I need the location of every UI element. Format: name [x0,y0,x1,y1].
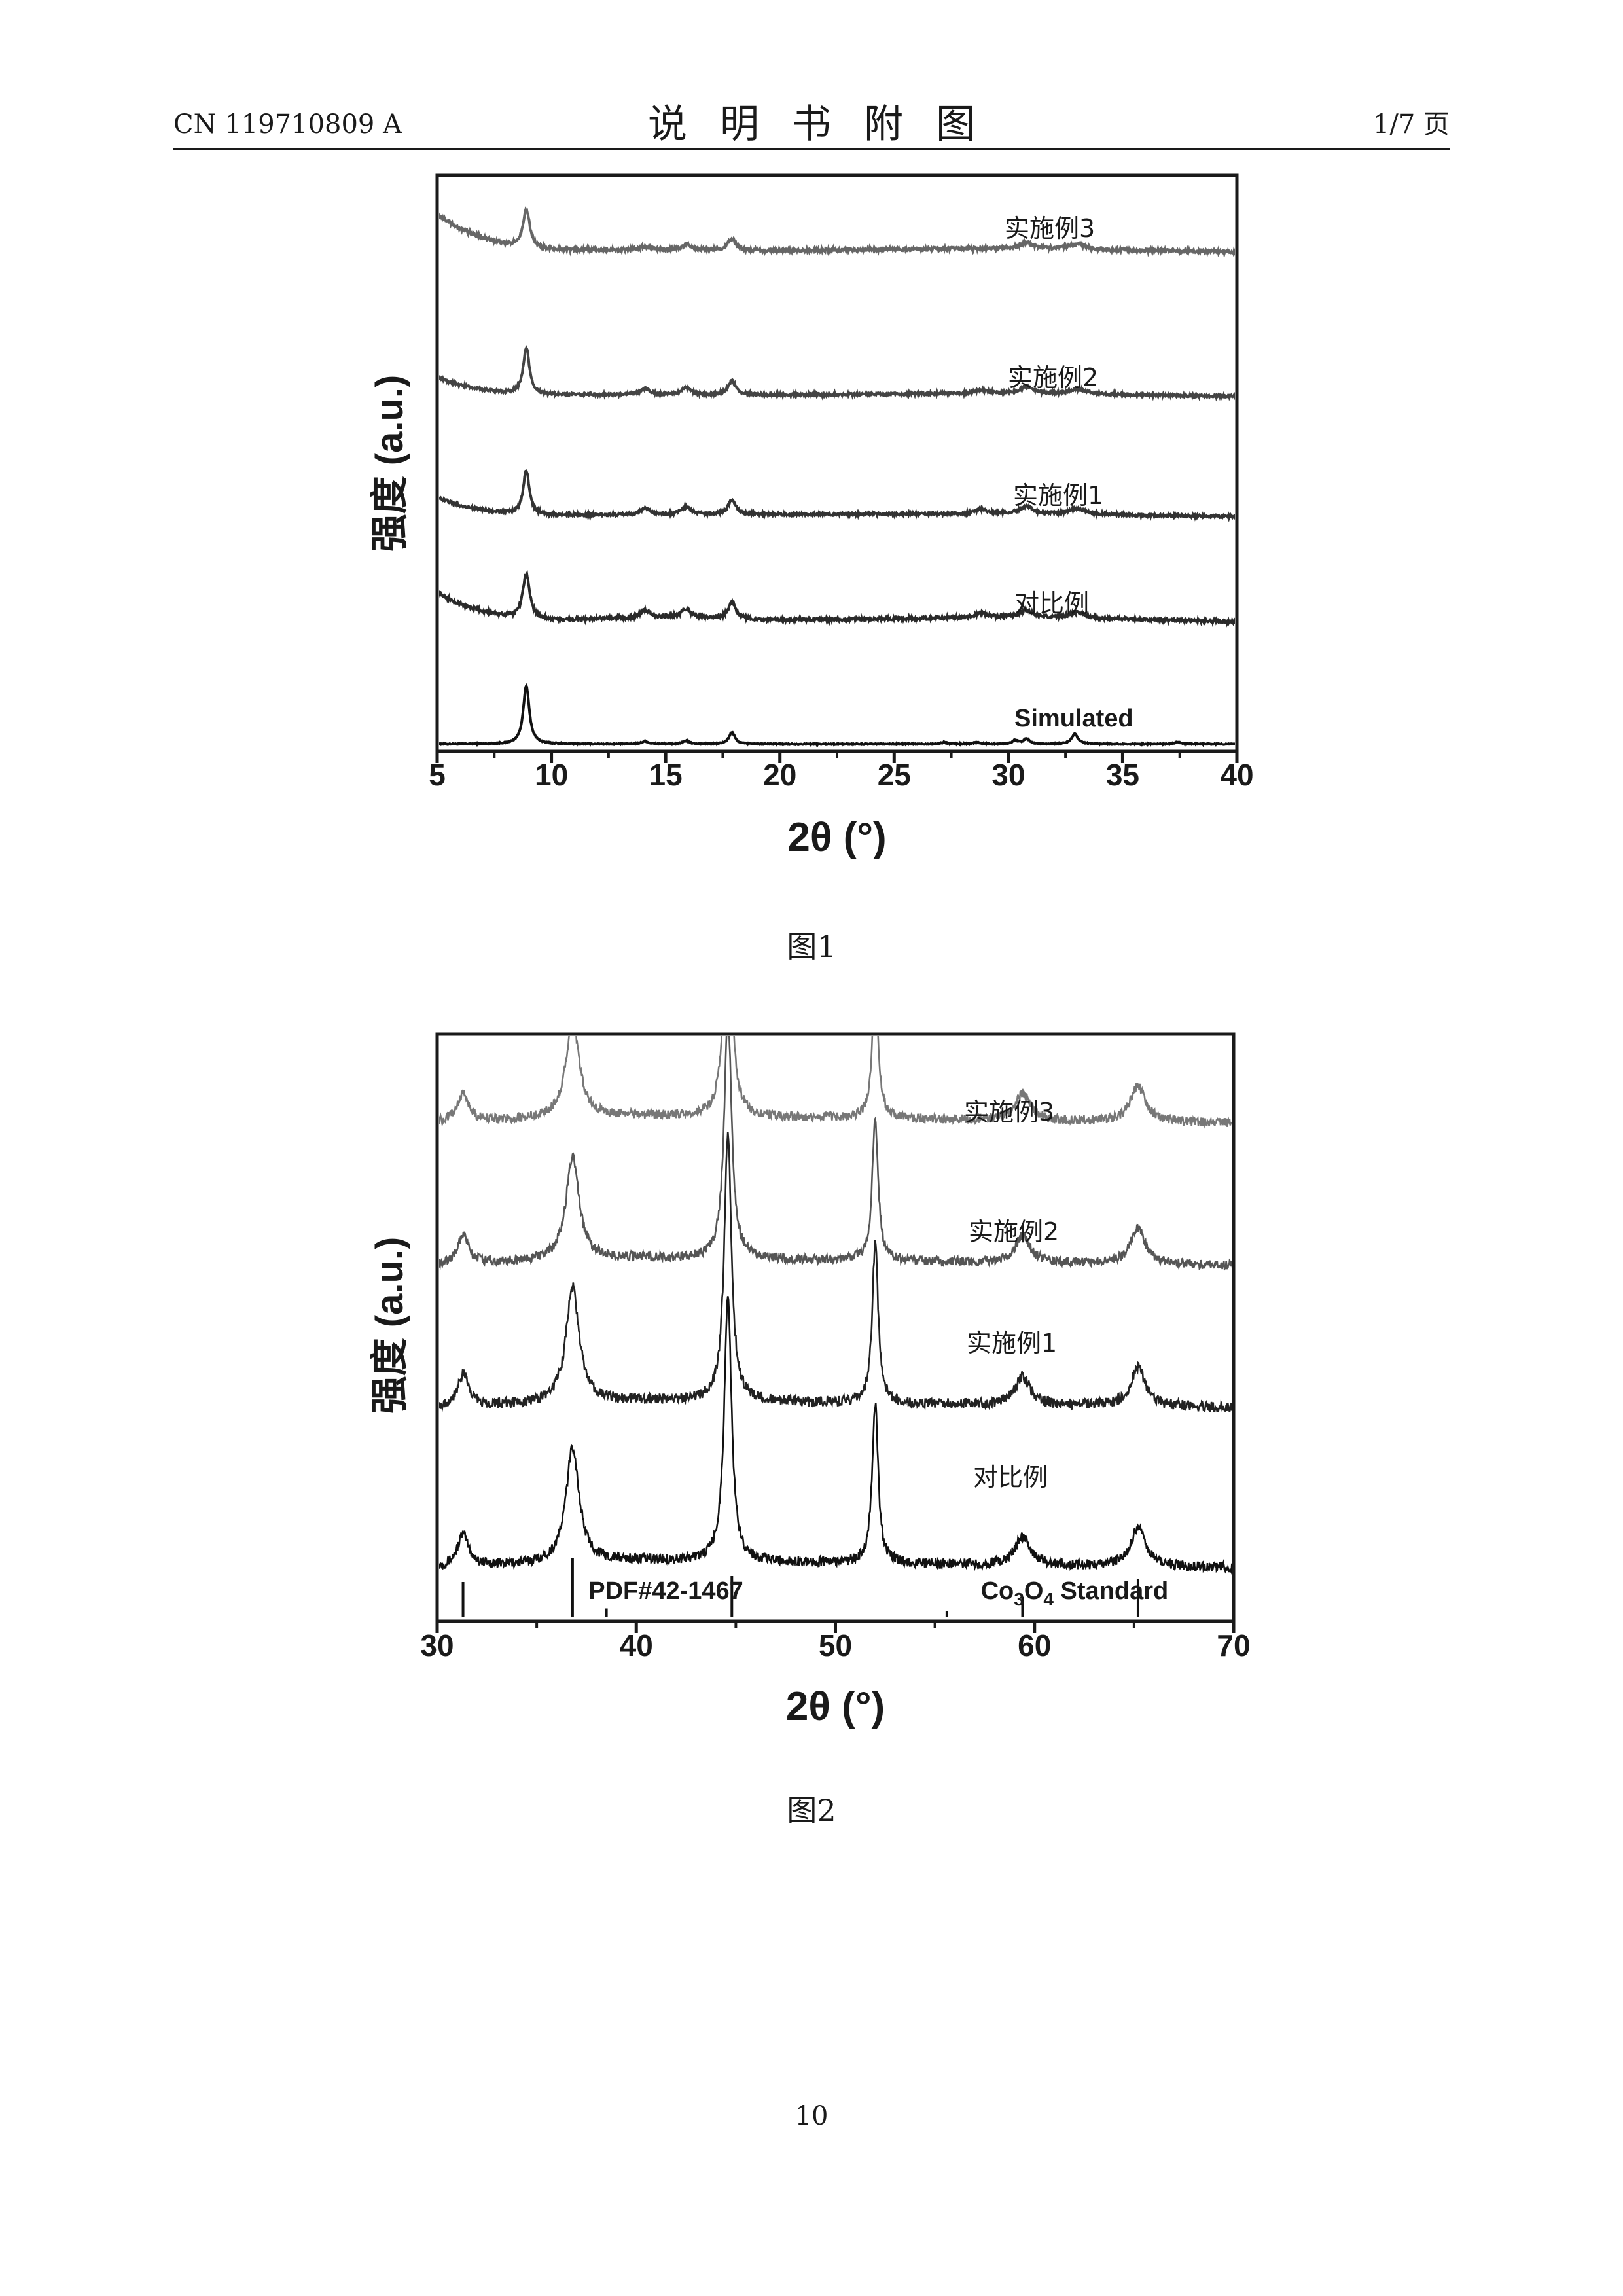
figure1-caption: 图1 [0,923,1623,966]
x-axis-title: 2θ (°) [787,815,886,860]
series-label-2: 实施例1 [967,1329,1057,1357]
chart-1: 5 10 15 20 25 30 35 40 2θ (°) 强度 (a.u.) Simulated 对… [368,175,1254,860]
series-line-4 [437,867,1234,1127]
series-line-2 [437,574,1237,623]
plot-frame [437,175,1237,751]
series-line-5 [437,209,1237,253]
figure2-caption: 图2 [0,1787,1623,1830]
x-tick-label: 40 [620,1628,653,1662]
page-number: 10 [0,2101,1623,2131]
series-line-3 [437,1013,1234,1270]
chart-2: 30 40 50 60 70 2θ (°) 强度 (a.u.) 对比例 实施例1 实施例2 实施例3… [368,867,1251,1729]
series-label-2: 对比例 [1014,589,1089,618]
x-tick-label: 70 [1217,1628,1250,1662]
series-label-3: 实施例1 [1013,481,1103,510]
x-tick-label: 15 [649,758,683,792]
series-label-3: 实施例2 [969,1217,1059,1246]
y-axis-title: 强度 (a.u.) [368,1237,411,1414]
x-tick-label: 35 [1106,758,1139,792]
series-line-2 [437,1132,1234,1412]
x-tick-label: 25 [878,758,911,792]
y-axis-title: 强度 (a.u.) [368,375,411,552]
standard-label: Co3O4 Standard [981,1577,1169,1609]
x-tick-label: 60 [1018,1628,1051,1662]
x-tick-label: 20 [763,758,796,792]
x-tick-label: 10 [535,758,568,792]
series-label-4: 实施例2 [1008,363,1098,392]
series-line-4 [437,348,1237,398]
reference-label: PDF#42-1467 [588,1577,743,1605]
series-label-1: 对比例 [973,1463,1048,1492]
x-axis-title: 2θ (°) [786,1684,885,1729]
series-line-1 [437,1296,1234,1572]
series-label-1: Simulated [1014,705,1133,732]
x-tick-label: 40 [1220,758,1253,792]
series-label-4: 实施例3 [964,1098,1054,1126]
plot-frame [437,1034,1234,1621]
series-label-5: 实施例3 [1005,214,1095,243]
x-tick-label: 50 [819,1628,852,1662]
x-tick-label: 30 [420,1628,454,1662]
x-tick-label: 30 [991,758,1025,792]
series-line-3 [437,471,1237,518]
x-tick-label: 5 [429,758,446,792]
